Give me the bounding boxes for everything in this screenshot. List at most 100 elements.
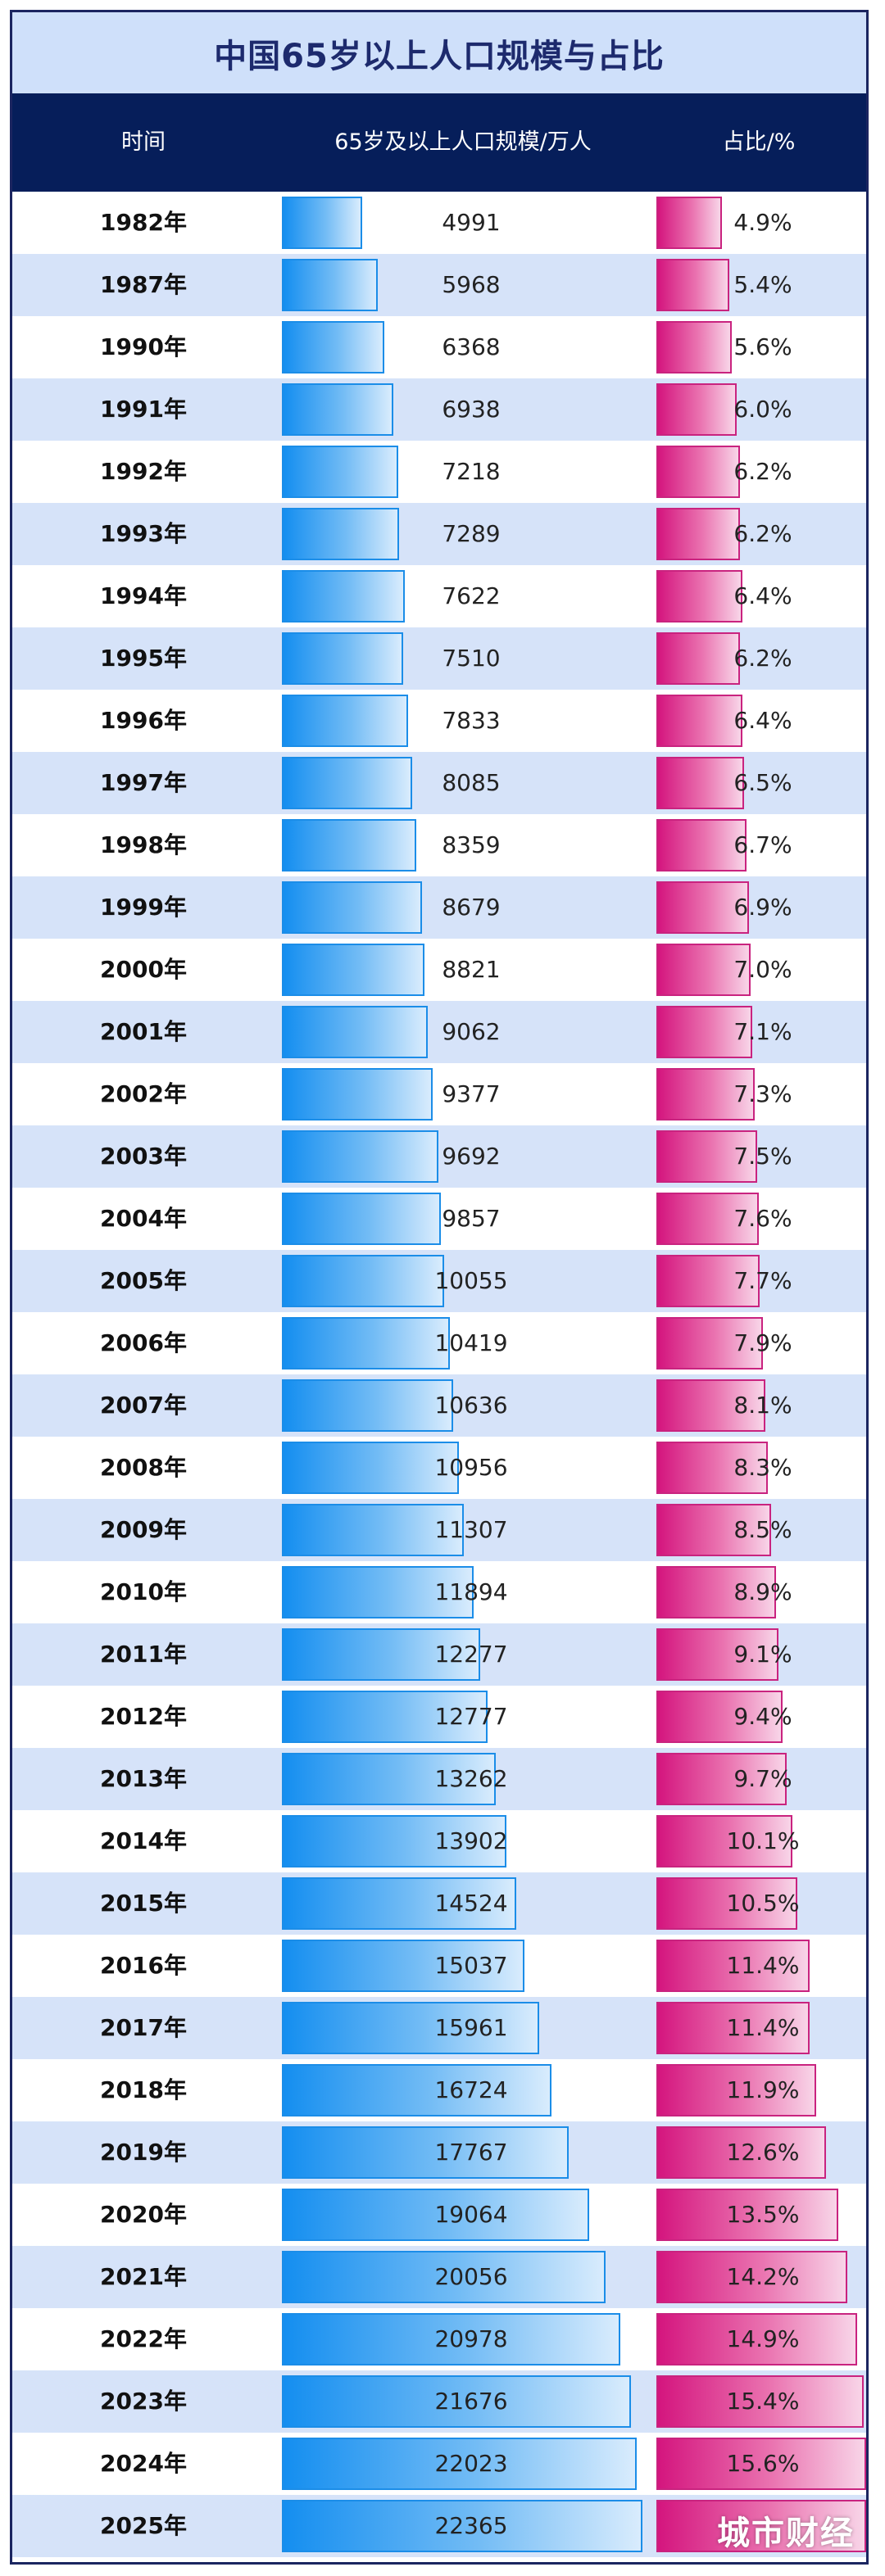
- table-row: 2022年 20978 14.9%: [12, 2308, 866, 2370]
- share-bar: [656, 1940, 810, 1992]
- share-value: 5.4%: [733, 271, 792, 298]
- table-row: 1992年 7218 6.2%: [12, 441, 866, 503]
- population-value: 5968: [442, 271, 501, 298]
- year-label: 2017年: [100, 2014, 187, 2041]
- population-value: 7833: [442, 707, 501, 734]
- population-bar: [282, 1940, 524, 1992]
- share-bar: [656, 259, 729, 311]
- share-value: 6.0%: [733, 396, 792, 423]
- year-label: 1992年: [100, 458, 187, 485]
- year-label: 2002年: [100, 1080, 187, 1107]
- table-row: 2012年 12777 9.4%: [12, 1686, 866, 1748]
- population-bar: [282, 1006, 428, 1058]
- population-value: 7510: [442, 645, 501, 672]
- share-value: 6.2%: [733, 458, 792, 485]
- year-label: 2012年: [100, 1703, 187, 1730]
- year-label: 1982年: [100, 209, 187, 236]
- year-label: 1991年: [100, 396, 187, 423]
- table-row: 2015年 14524 10.5%: [12, 1872, 866, 1935]
- population-bar: [282, 2189, 589, 2241]
- table-row: 2011年 12277 9.1%: [12, 1623, 866, 1686]
- year-label: 2005年: [100, 1267, 187, 1294]
- population-bar: [282, 881, 422, 934]
- population-value: 22365: [434, 2512, 508, 2539]
- population-value: 19064: [434, 2201, 508, 2228]
- population-bar: [282, 1317, 450, 1369]
- share-bar: [656, 197, 722, 249]
- share-bar: [656, 819, 747, 871]
- share-bar: [656, 2500, 866, 2552]
- population-bar: [282, 1130, 438, 1183]
- share-bar: [656, 2375, 864, 2428]
- year-label: 2007年: [100, 1392, 187, 1419]
- share-value: 8.3%: [733, 1454, 792, 1481]
- share-bar: [656, 1068, 755, 1120]
- share-value: 15.6%: [726, 2450, 800, 2477]
- population-value: 9692: [442, 1143, 501, 1170]
- population-bar: [282, 819, 416, 871]
- population-value: 8679: [442, 894, 501, 921]
- share-value: 15.4%: [726, 2388, 800, 2415]
- table-row: 1982年 4991 4.9%: [12, 192, 866, 254]
- year-label: 2013年: [100, 1765, 187, 1792]
- share-value: 6.2%: [733, 520, 792, 547]
- share-bar: [656, 2438, 866, 2490]
- population-bar: [282, 321, 384, 373]
- table-row: 1987年 5968 5.4%: [12, 254, 866, 316]
- population-bar: [282, 2251, 606, 2303]
- population-value: 15961: [434, 2014, 508, 2041]
- population-value: 12277: [434, 1641, 508, 1668]
- table-row: 2017年 15961 11.4%: [12, 1997, 866, 2059]
- population-bar: [282, 1442, 459, 1494]
- share-value: 7.0%: [733, 956, 792, 983]
- table-row: 1994年 7622 6.4%: [12, 565, 866, 627]
- population-bar: [282, 1815, 506, 1867]
- share-value: 7.1%: [733, 1018, 792, 1045]
- year-label: 2014年: [100, 1827, 187, 1854]
- table-row: 2007年 10636 8.1%: [12, 1374, 866, 1437]
- population-bar: [282, 2126, 569, 2179]
- share-value: 6.4%: [733, 707, 792, 734]
- year-label: 1987年: [100, 271, 187, 298]
- table-row: 2016年 15037 11.4%: [12, 1935, 866, 1997]
- table-row: 2002年 9377 7.3%: [12, 1063, 866, 1125]
- share-value: 9.1%: [733, 1641, 792, 1668]
- table-row: 2010年 11894 8.9%: [12, 1561, 866, 1623]
- table-row: 2014年 13902 10.1%: [12, 1810, 866, 1872]
- year-label: 2004年: [100, 1205, 187, 1232]
- population-bar: [282, 197, 362, 249]
- population-value: 9377: [442, 1080, 501, 1107]
- share-bar: [656, 1379, 765, 1432]
- population-value: 22023: [434, 2450, 508, 2477]
- table-row: 1996年 7833 6.4%: [12, 690, 866, 752]
- year-label: 2001年: [100, 1018, 187, 1045]
- share-value: 7.7%: [733, 1267, 792, 1294]
- title-bar: 中国65岁以上人口规模与占比: [12, 12, 866, 93]
- year-label: 2011年: [100, 1641, 187, 1668]
- chart-frame: 中国65岁以上人口规模与占比 时间 65岁及以上人口规模/万人 占比/% 198…: [10, 10, 869, 2565]
- table-row: 2018年 16724 11.9%: [12, 2059, 866, 2121]
- share-bar: [656, 632, 740, 685]
- population-bar: [282, 1379, 453, 1432]
- share-value: 6.7%: [733, 831, 792, 858]
- share-value: 7.5%: [733, 1143, 792, 1170]
- header-year: 时间: [121, 129, 166, 155]
- share-bar: [656, 1006, 752, 1058]
- share-bar: [656, 446, 740, 498]
- population-value: 10055: [434, 1267, 508, 1294]
- population-bar: [282, 1193, 441, 1245]
- share-bar: [656, 1193, 759, 1245]
- population-bar: [282, 1753, 496, 1805]
- share-bar: [656, 1130, 757, 1183]
- year-label: 2021年: [100, 2263, 187, 2290]
- population-value: 16724: [434, 2076, 508, 2103]
- share-bar: [656, 1317, 763, 1369]
- population-value: 4991: [442, 209, 501, 236]
- watermark: 城市财经: [717, 2515, 855, 2552]
- population-bar: [282, 1877, 516, 1930]
- table-row: 1993年 7289 6.2%: [12, 503, 866, 565]
- population-value: 6368: [442, 333, 501, 360]
- year-label: 2015年: [100, 1890, 187, 1917]
- population-value: 14524: [434, 1890, 508, 1917]
- table-row: 2023年 21676 15.4%: [12, 2370, 866, 2433]
